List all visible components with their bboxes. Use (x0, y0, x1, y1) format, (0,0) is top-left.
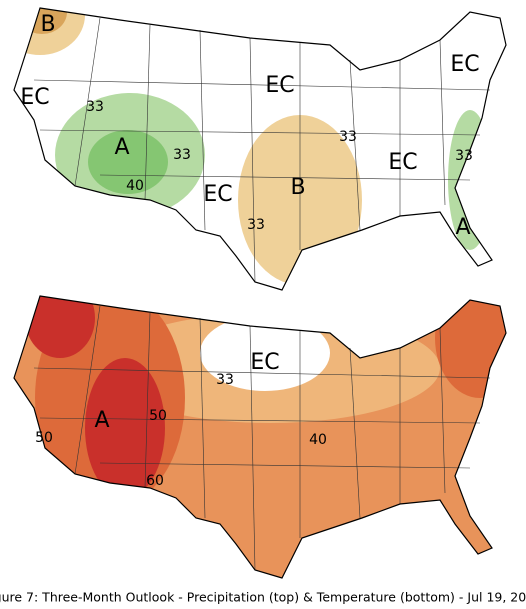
map-label: EC (388, 150, 417, 175)
precipitation-map: B EC 33 A 33 40 EC B 33 33 EC EC EC 33 A (13, 7, 507, 291)
map-label: EC (250, 350, 279, 375)
contour-label: 60 (146, 473, 164, 489)
contour-label: 50 (35, 430, 53, 446)
map-label: EC (203, 182, 232, 207)
contour-label: 33 (173, 147, 191, 163)
map-label: EC (265, 73, 294, 98)
map-label: B (40, 12, 55, 37)
map-label: EC (20, 85, 49, 110)
contour-label: 33 (339, 129, 357, 145)
contour-label: 33 (216, 372, 234, 388)
map-label: B (290, 175, 305, 200)
map-label: EC (450, 52, 479, 77)
contour-label: 33 (86, 99, 104, 115)
caption: Figure 7: Three-Month Outlook - Precipit… (0, 590, 526, 605)
contour-label: 33 (247, 217, 265, 233)
contour-label: 33 (455, 148, 473, 164)
map-label: A (455, 215, 470, 240)
temperature-map: EC 33 50 A 50 60 40 (13, 295, 507, 579)
map-label: A (94, 408, 109, 433)
contour-label: 50 (149, 408, 167, 424)
contour-label: 40 (126, 178, 144, 194)
contour-label: 40 (309, 432, 327, 448)
map-label: A (114, 135, 129, 160)
